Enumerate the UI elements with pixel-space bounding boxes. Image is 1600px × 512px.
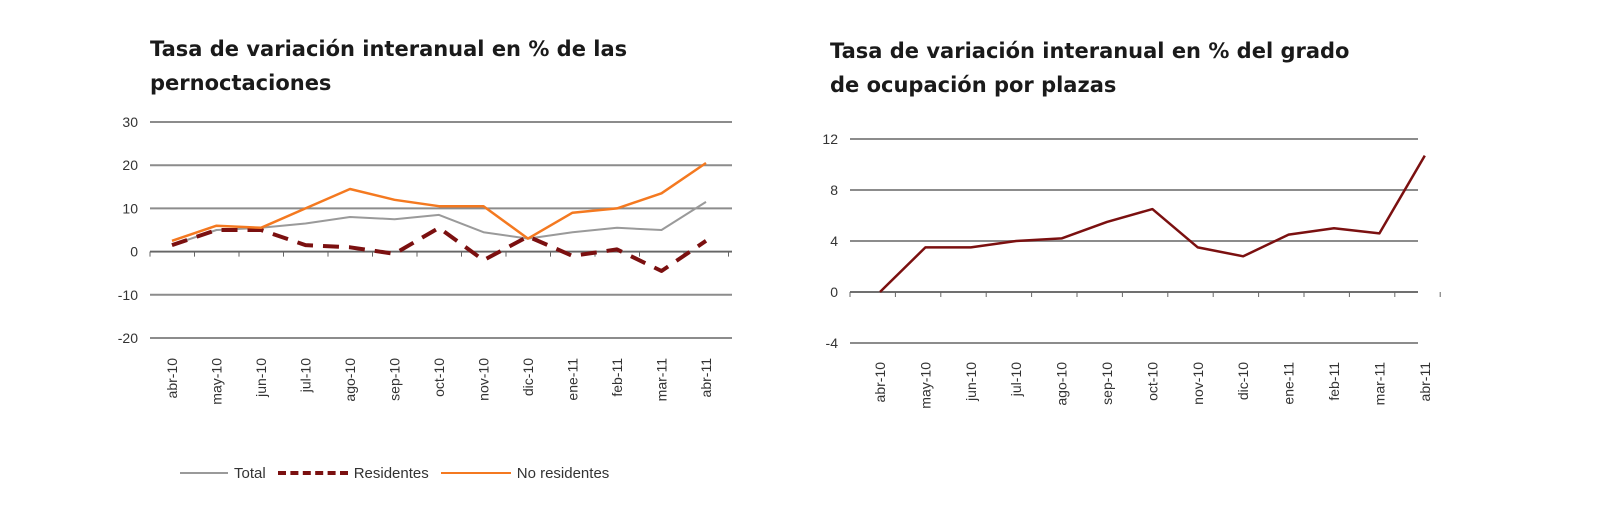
y-tick-label: 20 — [122, 157, 138, 173]
legend-item-total: Total — [180, 465, 266, 482]
x-tick-label: ene-11 — [565, 358, 581, 401]
x-tick-label: abr-11 — [1417, 362, 1433, 402]
y-tick-label: 8 — [830, 182, 838, 198]
chart-title: Tasa de variación interanual en % del gr… — [830, 34, 1349, 102]
y-tick-label: 30 — [122, 114, 138, 130]
x-tick-label: mar-11 — [1371, 362, 1387, 406]
chart-title-line-2: pernoctaciones — [150, 71, 332, 95]
x-tick-label: jul-10 — [298, 358, 314, 393]
legend-label-residentes: Residentes — [353, 464, 429, 482]
series-line-residentes — [171, 225, 708, 273]
x-tick-label: ago-10 — [342, 358, 358, 402]
x-tick-label: abr-11 — [698, 358, 714, 398]
legend-swatch-residentes — [277, 471, 348, 475]
x-tick-label: sep-10 — [387, 358, 403, 401]
x-tick-label: dic-10 — [520, 358, 536, 396]
legend-item-no-residentes: No residentes — [437, 464, 610, 482]
legend-swatch-total — [180, 472, 228, 474]
chart-pernoctaciones: 30 20 10 0 -10 -20 abr-10 may-10 jun-10 jul-10 ago… — [118, 114, 732, 405]
series-line-no-residentes — [171, 161, 707, 242]
x-tick-label: feb-11 — [1326, 362, 1342, 401]
y-tick-label: -10 — [118, 287, 138, 303]
chart-legend: Total Residentes No residentes — [180, 462, 617, 484]
y-tick-label: -20 — [118, 330, 138, 346]
y-tick-label: 12 — [822, 131, 838, 147]
x-tick-label: ago-10 — [1054, 362, 1070, 406]
chart-title: Tasa de variación interanual en % de las… — [150, 32, 627, 100]
chart-panel-pernoctaciones: Tasa de variación interanual en % de las… — [118, 32, 732, 484]
x-tick-label: mar-11 — [654, 358, 670, 402]
x-tick-label: dic-10 — [1235, 362, 1251, 400]
x-tick-label: jun-10 — [253, 358, 269, 398]
x-tick-label: feb-11 — [609, 358, 625, 397]
chart-title-line-1: Tasa de variación interanual en % de las — [150, 37, 628, 61]
chart-panel-ocupacion: Tasa de variación interanual en % del gr… — [800, 0, 1600, 512]
x-tick-label: abr-10 — [164, 358, 180, 399]
y-tick-label: 0 — [830, 284, 838, 300]
x-tick-label: sep-10 — [1099, 362, 1115, 405]
legend-label-no-residentes: No residentes — [516, 464, 610, 482]
legend-swatch-no-residentes — [440, 472, 511, 474]
x-tick-label: nov-10 — [1190, 362, 1206, 405]
y-tick-label: -4 — [826, 335, 839, 351]
chart-ocupacion: 12 8 4 0 -4 abr-10 may-10 jun-10 jul-10 ago-10 sep… — [822, 131, 1441, 409]
y-tick-label: 0 — [130, 244, 138, 260]
x-tick-label: may-10 — [917, 362, 933, 409]
x-tick-label: abr-10 — [872, 362, 888, 403]
legend-item-residentes: Residentes — [274, 465, 429, 482]
y-tick-label: 10 — [122, 200, 138, 216]
legend-label-total: Total — [234, 464, 266, 482]
x-tick-label: nov-10 — [476, 358, 492, 401]
x-tick-label: jul-10 — [1008, 362, 1024, 397]
x-tick-label: oct-10 — [1144, 362, 1160, 401]
chart-title-line-2: de ocupación por plazas — [830, 73, 1117, 97]
x-tick-label: oct-10 — [431, 358, 447, 397]
x-tick-label: may-10 — [209, 358, 225, 405]
x-tick-label: ene-11 — [1281, 362, 1297, 405]
y-tick-label: 4 — [830, 233, 838, 249]
chart-title-line-1: Tasa de variación interanual en % del gr… — [830, 39, 1350, 63]
series-line-ocupacion — [879, 154, 1426, 293]
x-tick-label: jun-10 — [963, 362, 979, 402]
